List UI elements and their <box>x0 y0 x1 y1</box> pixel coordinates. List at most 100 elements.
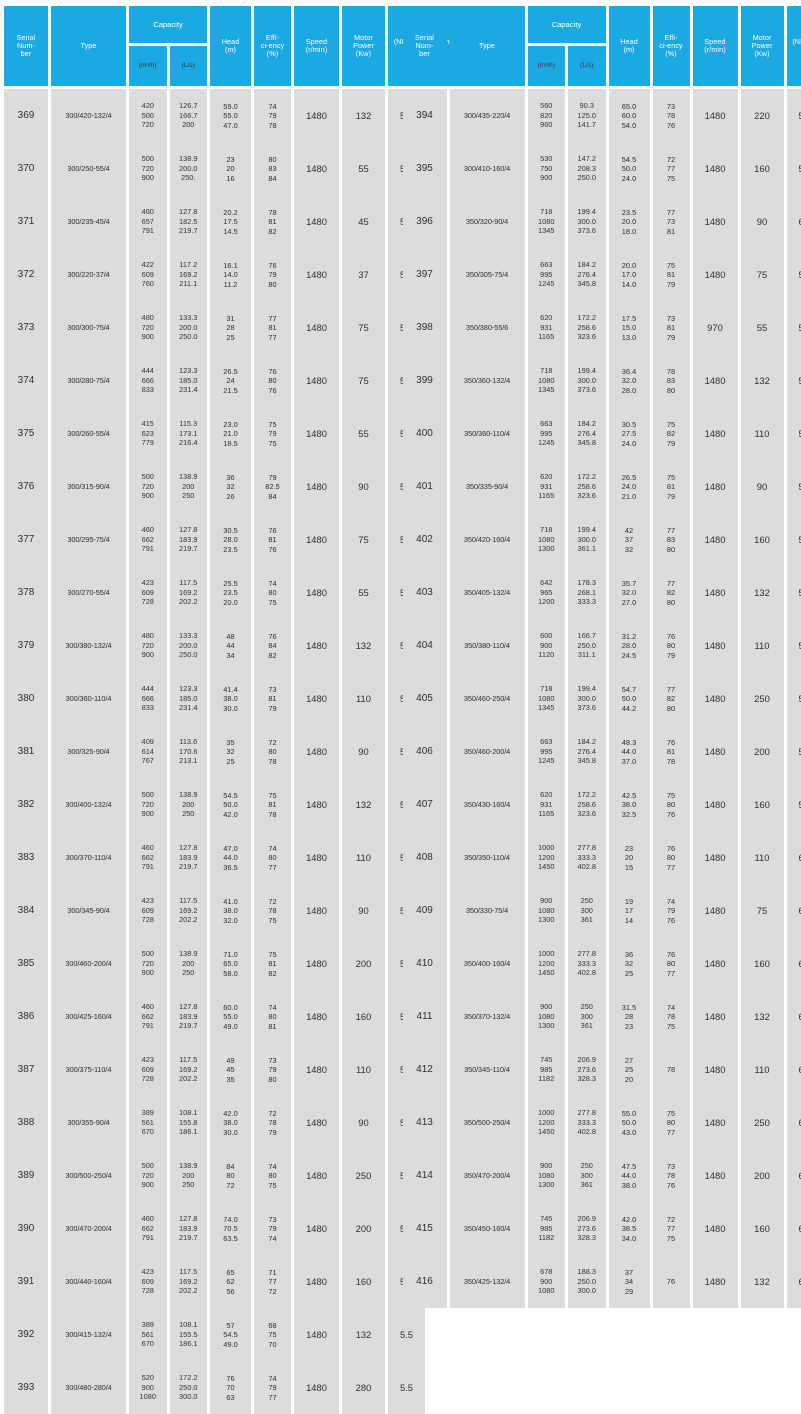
cell-type: 300/325-90/4 <box>51 725 126 778</box>
cell-head-line-1: 31.5 <box>622 1003 636 1012</box>
cell-capacity-m3h-line-2: 1080 <box>538 694 554 703</box>
cell-type: 350/450-160/4 <box>450 1202 525 1255</box>
cell-capacity-ls-line-3: 402.8 <box>578 862 597 871</box>
cell-capacity-m3h-line-1: 423 <box>142 1055 154 1064</box>
cell-capacity-m3h-line-2: 614 <box>142 747 154 756</box>
cell-head-line-1: 57 <box>226 1321 234 1330</box>
eff-line-3: (%) <box>665 50 676 58</box>
cell-efficiency-line-2: 82 <box>667 588 675 597</box>
cell-capacity-m3h-line-2: 609 <box>142 588 154 597</box>
npsh-line-1: (NPSH) <box>792 38 801 46</box>
cell-serial-number: 379 <box>4 619 48 672</box>
cell-capacity-ls-line-3: 186.1 <box>179 1127 198 1136</box>
cell-capacity-ls-line-1: 166.7 <box>578 631 597 640</box>
cell-type: 300/375-110/4 <box>51 1043 126 1096</box>
cell-head-line-2: 15.0 <box>622 323 636 332</box>
cell-motor-power: 110 <box>741 831 784 884</box>
column-header-head: Head (m) <box>210 6 251 86</box>
cell-head-line-3: 49.0 <box>223 1022 237 1031</box>
cell-head-line-2: 50.0 <box>622 694 636 703</box>
cell-speed: 1480 <box>294 142 339 195</box>
cell-capacity-m3h-line-2: 720 <box>142 1171 154 1180</box>
cell-serial-number: 372 <box>4 248 48 301</box>
cell-capacity-m3h-line-1: 444 <box>142 366 154 375</box>
cell-capacity-m3h-line-1: 620 <box>540 313 552 322</box>
cell-capacity-m3h-line-3: 900 <box>142 1180 154 1189</box>
cell-efficiency-line-1: 78 <box>268 208 276 217</box>
cell-head-line-2: 38.0 <box>223 906 237 915</box>
cell-speed: 1480 <box>294 1096 339 1149</box>
pump-spec-table-left: Serial Num- ber Type Capacity (m³/h) (L/… <box>4 6 399 996</box>
cell-capacity-ls-line-1: 138.9 <box>179 949 198 958</box>
cell-speed: 1480 <box>693 619 738 672</box>
cell-motor-power: 37 <box>342 248 385 301</box>
cell-npshr: 5.5 <box>787 725 801 778</box>
cell-speed: 1480 <box>693 778 738 831</box>
cell-head-line-2: 21.0 <box>223 429 237 438</box>
cell-efficiency-line-2: 80 <box>268 853 276 862</box>
cell-type: 300/250-55/4 <box>51 142 126 195</box>
cell-capacity-m3h-line-1: 423 <box>142 578 154 587</box>
cell-type: 350/430-160/4 <box>450 778 525 831</box>
